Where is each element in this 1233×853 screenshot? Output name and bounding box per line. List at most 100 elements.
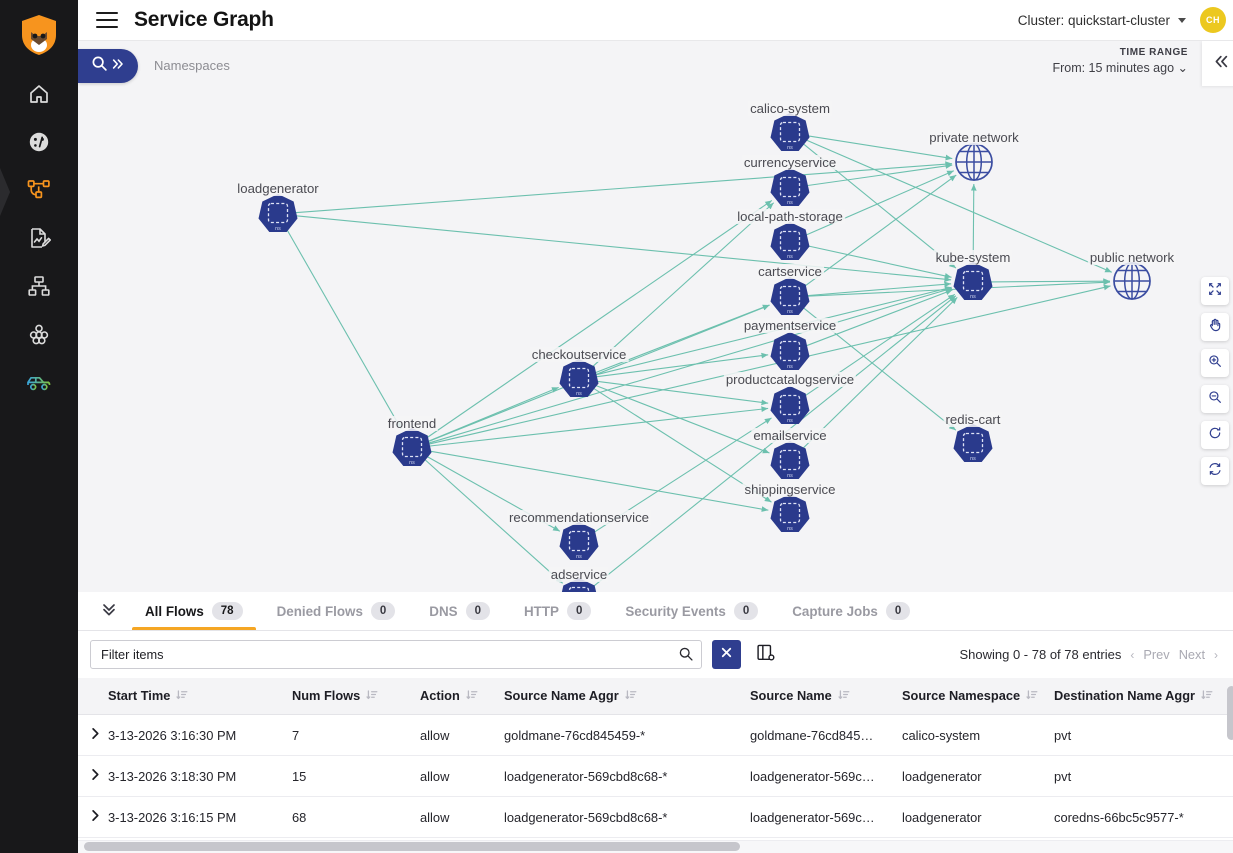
table-row[interactable]: 3-13-2026 3:16:30 PM 7 allow goldmane-76cd8… bbox=[78, 714, 1233, 756]
tab-security-events[interactable]: Security Events 0 bbox=[608, 592, 775, 630]
graph-search-button[interactable] bbox=[78, 49, 138, 83]
table-header-source-name-aggr[interactable]: Source Name Aggr bbox=[504, 678, 750, 715]
graph-edge[interactable] bbox=[803, 174, 957, 288]
graph-edge[interactable] bbox=[806, 281, 952, 297]
graph-edge[interactable] bbox=[593, 387, 772, 503]
svg-text:ns: ns bbox=[576, 391, 582, 397]
graph-edge[interactable] bbox=[806, 135, 953, 161]
graph-edge[interactable] bbox=[801, 296, 958, 450]
sidebar-item-home[interactable] bbox=[0, 72, 78, 120]
sidebar-item-policies[interactable] bbox=[0, 216, 78, 264]
chevron-left-icon[interactable]: ‹ bbox=[1130, 647, 1135, 662]
graph-node-frontend[interactable]: ns bbox=[392, 428, 432, 467]
table-header-source-namespace[interactable]: Source Namespace bbox=[902, 678, 1054, 715]
panel-expand-toggle[interactable] bbox=[90, 592, 128, 630]
prev-page-button[interactable]: Prev bbox=[1143, 647, 1170, 662]
table-row[interactable]: 3-13-2026 3:18:30 PM 15 allow loadgenerator… bbox=[78, 755, 1233, 797]
sort-icon[interactable] bbox=[366, 689, 378, 704]
table-header-source-name[interactable]: Source Name bbox=[750, 678, 902, 715]
graph-node-loadgenerator[interactable]: ns bbox=[258, 194, 298, 233]
pan-button[interactable] bbox=[1201, 313, 1229, 341]
graph-edge[interactable] bbox=[805, 139, 1113, 273]
filter-input[interactable] bbox=[90, 640, 702, 669]
sort-icon[interactable] bbox=[176, 689, 188, 704]
sidebar-item-dashboards[interactable] bbox=[0, 120, 78, 168]
reset-layout-button[interactable] bbox=[1201, 421, 1229, 449]
horizontal-scrollbar-thumb[interactable] bbox=[84, 842, 740, 851]
graph-node-private-network[interactable] bbox=[955, 143, 993, 181]
flows-table-container[interactable]: Start Time Num Flows Action Source Name Agg… bbox=[78, 678, 1233, 853]
graph-edge[interactable] bbox=[427, 304, 770, 443]
graph-node-paymentservice[interactable]: ns bbox=[770, 332, 810, 371]
graph-node-calico-system[interactable]: ns bbox=[770, 113, 810, 152]
graph-node-currencyservice[interactable]: ns bbox=[770, 168, 810, 207]
graph-node-local-path-storage[interactable]: ns bbox=[770, 222, 810, 261]
tab-all-flows[interactable]: All Flows 78 bbox=[128, 592, 260, 630]
cluster-selector[interactable]: Cluster: quickstart-cluster bbox=[1018, 13, 1186, 28]
time-range-value[interactable]: From: 15 minutes ago ⌄ bbox=[1052, 61, 1188, 75]
graph-edge[interactable] bbox=[595, 352, 769, 378]
graph-node-redis-cart[interactable]: ns bbox=[953, 424, 993, 463]
table-header-num-flows[interactable]: Num Flows bbox=[292, 678, 420, 715]
sort-icon[interactable] bbox=[1026, 689, 1038, 704]
graph-node-adservice[interactable]: ns bbox=[560, 578, 599, 592]
graph-node-checkoutservice[interactable]: ns bbox=[559, 359, 599, 398]
vertical-scrollbar[interactable] bbox=[1227, 686, 1233, 740]
graph-edge[interactable] bbox=[805, 289, 953, 347]
tab-denied-flows[interactable]: Denied Flows 0 bbox=[260, 592, 413, 630]
graph-edge[interactable] bbox=[285, 228, 402, 430]
graph-node-cartservice[interactable]: ns bbox=[770, 277, 810, 316]
sort-icon[interactable] bbox=[1201, 689, 1213, 704]
next-page-button[interactable]: Next bbox=[1178, 647, 1205, 662]
sidebar-item-network-sets[interactable] bbox=[0, 264, 78, 312]
fit-to-screen-button[interactable] bbox=[1201, 277, 1229, 305]
graph-node-recommendationservice[interactable]: ns bbox=[559, 522, 599, 561]
chevron-right-icon[interactable]: › bbox=[1214, 647, 1218, 662]
expand-row-button[interactable] bbox=[78, 755, 108, 797]
graph-edge[interactable] bbox=[594, 384, 770, 454]
table-header-action[interactable]: Action bbox=[420, 678, 504, 715]
graph-edge[interactable] bbox=[806, 163, 953, 187]
horizontal-scrollbar-track[interactable] bbox=[78, 840, 1233, 853]
graph-edge[interactable] bbox=[294, 215, 952, 283]
zoom-out-button[interactable] bbox=[1201, 385, 1229, 413]
graph-edge[interactable] bbox=[425, 200, 773, 439]
service-graph-canvas[interactable]: ns ns ns ns ns ns ns ns ns ns ns ns ns ns ns bbox=[78, 41, 1233, 592]
sidebar-item-service-graph[interactable] bbox=[0, 168, 78, 216]
graph-edge[interactable] bbox=[805, 170, 955, 236]
graph-edge[interactable] bbox=[294, 161, 953, 214]
tab-dns[interactable]: DNS 0 bbox=[412, 592, 507, 630]
expand-row-button[interactable] bbox=[78, 796, 108, 838]
tab-http[interactable]: HTTP 0 bbox=[507, 592, 608, 630]
avatar[interactable]: CH bbox=[1200, 7, 1226, 33]
column-settings-button[interactable] bbox=[751, 640, 780, 669]
sort-icon[interactable] bbox=[838, 689, 850, 704]
graph-edge[interactable] bbox=[591, 202, 775, 368]
sort-icon[interactable] bbox=[466, 689, 478, 704]
table-header-destination-name-aggr[interactable]: Destination Name Aggr bbox=[1054, 678, 1233, 715]
tab-capture-jobs[interactable]: Capture Jobs 0 bbox=[775, 592, 927, 630]
graph-edge[interactable] bbox=[428, 406, 769, 447]
graph-edge[interactable] bbox=[428, 450, 769, 512]
graph-node-public-network[interactable] bbox=[1113, 262, 1151, 300]
graph-node-productcatalogservice[interactable]: ns bbox=[770, 386, 810, 425]
graph-node-shippingservice[interactable]: ns bbox=[770, 494, 810, 533]
zoom-in-button[interactable] bbox=[1201, 349, 1229, 377]
graph-edge[interactable] bbox=[424, 458, 564, 584]
hamburger-menu-icon[interactable] bbox=[96, 12, 118, 28]
expand-row-button[interactable] bbox=[78, 714, 108, 756]
table-row[interactable]: 3-13-2026 3:16:15 PM 68 allow loadgenerator… bbox=[78, 796, 1233, 838]
graph-edge[interactable] bbox=[806, 245, 952, 279]
clear-filter-button[interactable] bbox=[712, 640, 741, 669]
graph-edge[interactable] bbox=[428, 284, 1111, 445]
refresh-button[interactable] bbox=[1201, 457, 1229, 485]
sidebar-item-image-assurance[interactable] bbox=[0, 360, 78, 408]
sidebar-item-nodes[interactable] bbox=[0, 312, 78, 360]
graph-node-emailservice[interactable]: ns bbox=[770, 441, 810, 480]
collapse-panel-button[interactable] bbox=[1202, 41, 1233, 86]
sort-icon[interactable] bbox=[625, 689, 637, 704]
graph-edge[interactable] bbox=[989, 278, 1111, 285]
table-header-start-time[interactable]: Start Time bbox=[108, 678, 292, 715]
graph-node-kube-system[interactable]: ns bbox=[953, 262, 993, 301]
graph-edge[interactable] bbox=[428, 287, 953, 444]
